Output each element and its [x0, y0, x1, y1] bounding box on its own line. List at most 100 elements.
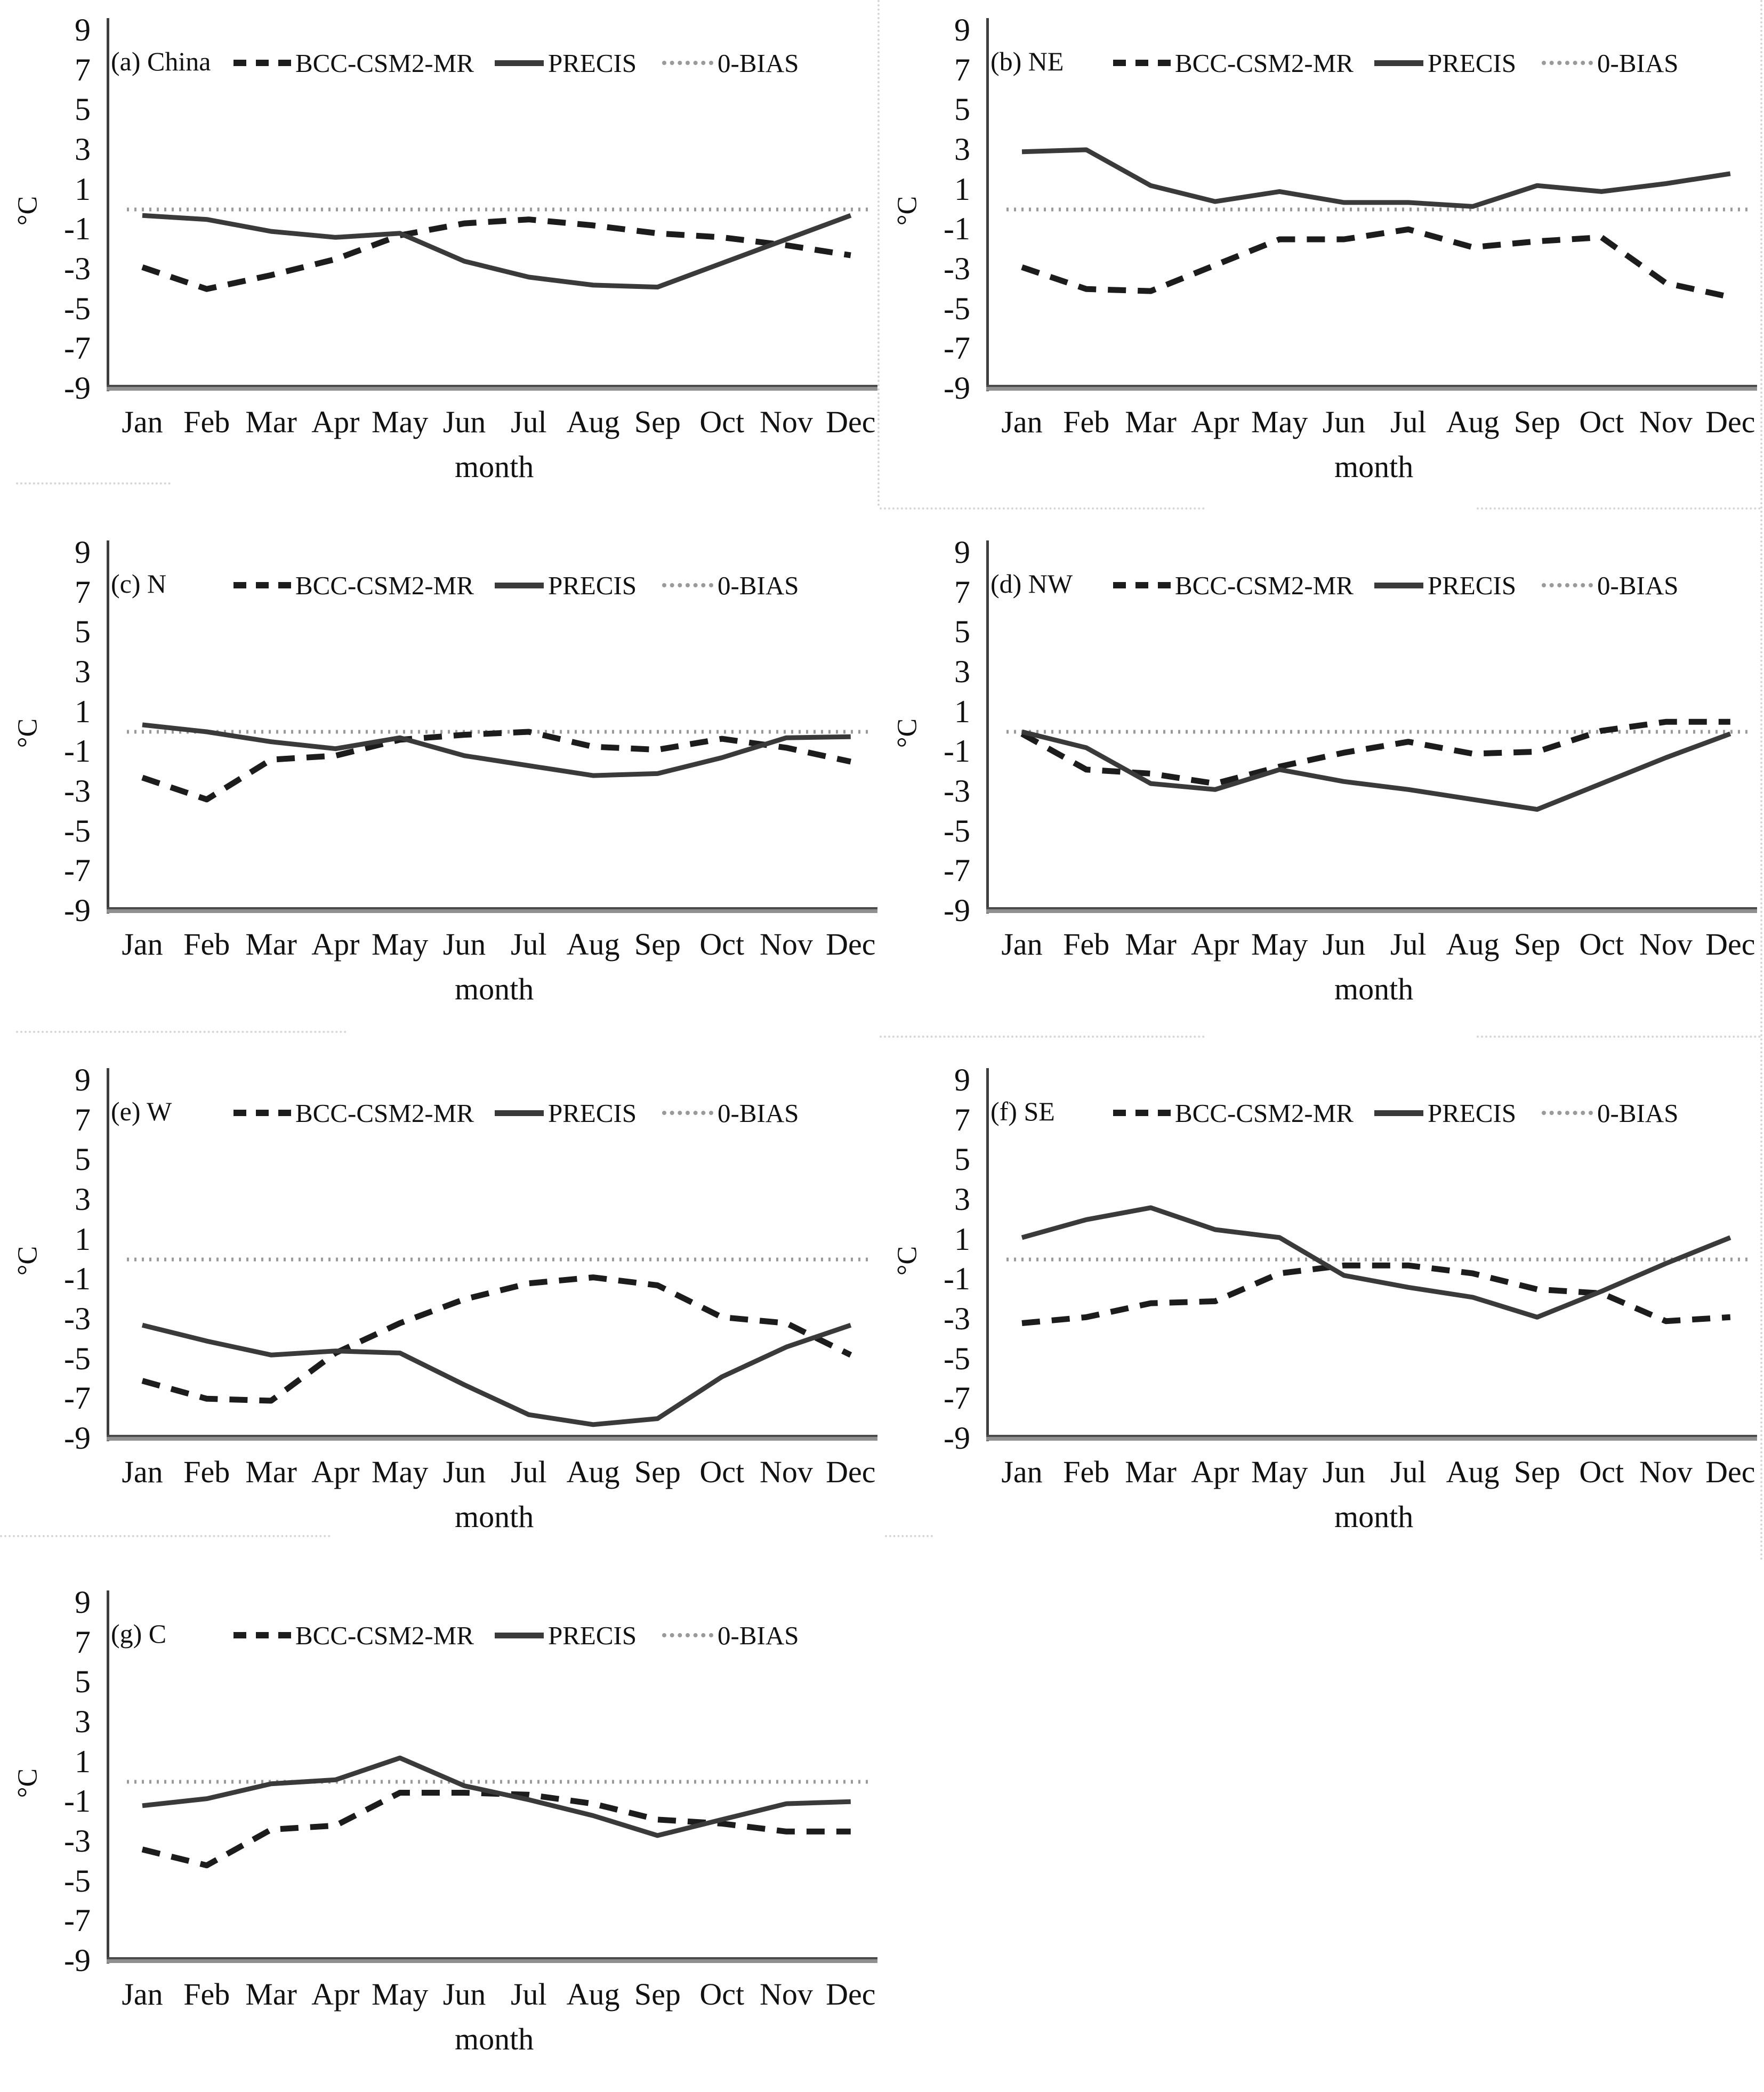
y-tick-label: -1: [64, 733, 91, 769]
y-tick-label: -5: [944, 813, 970, 849]
x-tick-label: Jul: [510, 1977, 547, 2012]
x-axis-line: [107, 907, 877, 913]
panel-label: (a) China: [111, 46, 211, 76]
x-axis-line: [986, 907, 1757, 913]
panel-label: (e) W: [111, 1096, 172, 1126]
y-tick-label: 5: [75, 1664, 91, 1700]
y-tick-label: -7: [944, 853, 970, 889]
legend-label-bcc-csm2-mr: BCC-CSM2-MR: [1175, 1098, 1354, 1128]
x-tick-label: Jan: [1001, 927, 1043, 962]
y-tick-label: -7: [64, 1903, 91, 1938]
x-tick-label: May: [1251, 927, 1308, 962]
legend-item-bcc-csm2-mr: BCC-CSM2-MR: [233, 1096, 474, 1130]
y-tick-label: 3: [75, 1182, 91, 1217]
x-tick-label: Jun: [442, 1977, 486, 2012]
y-tick-label: -3: [944, 1301, 970, 1336]
y-tick-label: 9: [954, 12, 970, 48]
dashed-line-swatch: [233, 1110, 291, 1116]
y-tick-label: 1: [75, 1221, 91, 1257]
y-axis-line: [986, 18, 989, 391]
y-tick-label: 3: [954, 654, 970, 689]
y-tick-label: -7: [64, 330, 91, 366]
x-tick-label: Oct: [699, 927, 745, 962]
legend-item-0-bias: 0-BIAS: [662, 1618, 799, 1652]
dashed-line-swatch: [233, 582, 291, 588]
x-tick-label: Apr: [1191, 1455, 1239, 1489]
y-tick-label: 9: [75, 12, 91, 48]
x-tick-label: Jan: [122, 1977, 163, 2012]
x-tick-label: Oct: [699, 405, 745, 439]
x-axis-label: month: [455, 1499, 534, 1534]
y-tick-label: 7: [954, 1102, 970, 1137]
y-tick-label: -3: [64, 1823, 91, 1859]
legend-item-bcc-csm2-mr: BCC-CSM2-MR: [233, 568, 474, 602]
x-tick-label: Jun: [1322, 405, 1366, 439]
x-tick-label: Jul: [1390, 405, 1427, 439]
legend-label-precis: PRECIS: [548, 1098, 637, 1128]
series-line-precis: [1021, 1205, 1731, 1320]
x-axis-label: month: [455, 2022, 534, 2056]
y-tick-label: 1: [75, 1743, 91, 1779]
x-tick-label: Jan: [122, 405, 163, 439]
y-tick-label: 7: [954, 52, 970, 87]
y-tick-label: -9: [64, 1942, 91, 1978]
scan-artifact-line: [1760, 0, 1762, 1562]
x-tick-label: Mar: [245, 405, 297, 439]
x-tick-label: Apr: [1191, 927, 1239, 962]
legend-item-0-bias: 0-BIAS: [662, 568, 799, 602]
series-line-precis: [141, 1322, 852, 1427]
y-tick-label: 7: [75, 52, 91, 87]
scan-artifact-line: [0, 1535, 331, 1537]
y-tick-label: 1: [954, 693, 970, 729]
scan-artifact-line: [1477, 1036, 1761, 1038]
series-line-precis: [142, 1755, 851, 1838]
y-tick-label: -3: [64, 1301, 91, 1336]
solid-line-swatch: [495, 582, 544, 588]
x-tick-label: Dec: [826, 1977, 876, 2012]
y-axis-line: [986, 540, 989, 914]
x-tick-label: Dec: [1705, 927, 1755, 962]
y-tick-label: -5: [64, 1340, 91, 1376]
legend-label-bcc-csm2-mr: BCC-CSM2-MR: [295, 570, 474, 600]
scan-artifact-line: [16, 482, 171, 484]
legend-label-precis: PRECIS: [1428, 1098, 1517, 1128]
x-axis-line: [107, 385, 877, 391]
scan-artifact-line: [877, 0, 880, 506]
legend-label-precis: PRECIS: [548, 1620, 637, 1650]
legend-label-0-bias: 0-BIAS: [1597, 570, 1679, 600]
legend-item-precis: PRECIS: [495, 46, 637, 80]
x-tick-label: Nov: [1639, 927, 1693, 962]
plot-lines: [1006, 718, 1752, 812]
y-tick-label: 5: [954, 92, 970, 127]
x-tick-label: Mar: [1125, 405, 1177, 439]
y-tick-label: 9: [954, 1062, 970, 1098]
y-tick-label: 1: [954, 171, 970, 207]
scan-artifact-line: [885, 1535, 933, 1537]
dotted-line-swatch: [662, 1111, 713, 1115]
x-tick-label: Nov: [1639, 1455, 1693, 1489]
dotted-line-swatch: [1542, 1111, 1593, 1115]
series-line-precis: [1021, 147, 1731, 209]
x-axis-line: [107, 1957, 877, 1963]
x-tick-label: Oct: [1579, 1455, 1624, 1489]
x-axis-label: month: [1334, 972, 1414, 1006]
x-tick-label: Mar: [1125, 1455, 1177, 1489]
x-axis-label: month: [1334, 1499, 1414, 1534]
y-tick-label: 9: [75, 1585, 91, 1620]
x-tick-label: Sep: [1513, 927, 1560, 962]
x-tick-label: Mar: [245, 927, 297, 962]
x-tick-label: Aug: [1446, 927, 1500, 962]
panel-label: (b) NE: [990, 46, 1064, 76]
legend-label-0-bias: 0-BIAS: [718, 48, 799, 78]
y-tick-label: -5: [64, 290, 91, 326]
dashed-line-swatch: [1113, 60, 1171, 66]
legend-item-bcc-csm2-mr: BCC-CSM2-MR: [233, 1618, 474, 1652]
panel-label: (c) N: [111, 569, 167, 599]
plot-lines: [1006, 147, 1752, 300]
x-tick-label: Apr: [311, 1455, 360, 1489]
x-tick-label: Jun: [442, 927, 486, 962]
x-tick-label: Apr: [311, 405, 360, 439]
